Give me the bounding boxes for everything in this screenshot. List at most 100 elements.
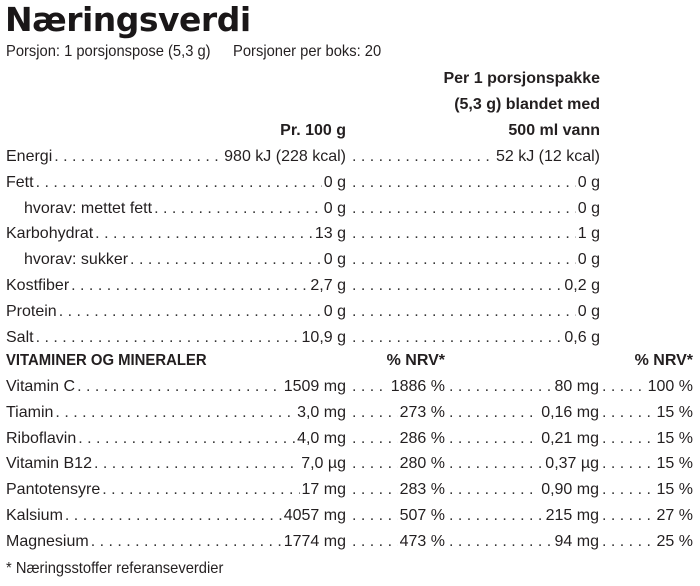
nutrient-row: Fett 0 g 0 g: [0, 170, 700, 196]
vitamin-nrv-per-100g: 286 %: [399, 429, 445, 447]
vitamin-per-serving: 0,21 mg: [541, 429, 599, 447]
vitamin-per-serving: 94 mg: [554, 532, 599, 550]
nutrient-per-100g: 980 kJ (228 kcal): [224, 148, 346, 165]
vitamin-row: Kalsium 4057 mg 507 % 215 mg 27 %: [0, 503, 700, 529]
dot-leader: [352, 426, 398, 452]
nrv-header-per-100g: % NRV*: [386, 352, 445, 369]
dot-leader: [449, 400, 539, 426]
nutrient-label: hvorav: mettet fett: [24, 199, 153, 217]
vitamin-nrv-per-serving: 25 %: [656, 532, 693, 550]
nutrient-per-100g: 13 g: [314, 225, 346, 243]
dot-leader: [36, 325, 300, 351]
nutrient-row: hvorav: mettet fett 0 g 0 g: [0, 196, 700, 222]
dot-leader: [602, 400, 655, 426]
dot-leader: [91, 529, 282, 555]
nutrient-label: Salt: [6, 328, 34, 346]
vitamin-label: Riboflavin: [6, 429, 77, 447]
vitamin-per-100g-cell: Vitamin C 1509 mg: [6, 374, 346, 400]
vitamin-per-serving-cell: 0,37 µg: [447, 451, 599, 477]
dot-leader: [352, 529, 398, 555]
dot-leader: [95, 221, 313, 247]
page-title: Næringsverdi: [5, 0, 251, 39]
vitamin-per-100g-cell: Kalsium 4057 mg: [6, 503, 346, 529]
nutrient-per-100g-cell: Karbohydrat 13 g: [6, 221, 346, 247]
nutrient-label: Protein: [6, 302, 57, 320]
vitamin-nrv-100g-cell: 286 %: [350, 426, 445, 452]
vitamin-per-serving-cell: 0,21 mg: [447, 426, 599, 452]
dot-leader: [55, 400, 295, 426]
vitamin-nrv-per-serving: 27 %: [656, 507, 693, 524]
vitamin-per-serving-cell: 0,90 mg: [447, 477, 599, 503]
vitamin-per-100g-cell: Magnesium 1774 mg: [6, 529, 346, 555]
nutrient-per-100g: 0 g: [323, 199, 346, 217]
vitamin-row: Riboflavin 4,0 mg 286 % 0,21 mg 15 %: [0, 426, 700, 452]
vitamin-nrv-100g-cell: 283 %: [350, 477, 445, 503]
dot-leader: [94, 451, 299, 477]
dot-leader: [602, 477, 655, 503]
dot-leader: [602, 451, 655, 477]
nutrient-row: Protein 0 g 0 g: [0, 299, 700, 325]
vitamins-section-title: VITAMINER OG MINERALER: [6, 352, 207, 369]
dot-leader: [602, 374, 646, 400]
vitamin-nrv-serving-cell: 15 %: [600, 400, 693, 426]
nutrient-row: Karbohydrat 13 g 1 g: [0, 221, 700, 247]
vitamin-per-100g: 17 mg: [301, 481, 346, 499]
dot-leader: [449, 374, 553, 400]
nutrient-per-serving: 0 g: [577, 302, 600, 320]
dot-leader: [352, 247, 576, 273]
vitamin-nrv-per-serving: 15 %: [656, 429, 693, 447]
portion-size: Porsjon: 1 porsjonspose (5,3 g): [6, 43, 211, 60]
nutrient-per-serving: 0 g: [577, 251, 600, 269]
vitamin-row: Vitamin C 1509 mg 1886 % 80 mg 100 %: [0, 374, 700, 400]
nutrient-per-100g-cell: Salt 10,9 g: [6, 325, 346, 351]
nutrient-per-serving: 52 kJ (12 kcal): [495, 148, 600, 165]
per-serving-header-line2: (5,3 g) blandet med: [454, 96, 600, 113]
nutrient-per-serving: 0,6 g: [564, 328, 600, 346]
vitamin-per-serving: 0,90 mg: [541, 481, 599, 499]
nutrient-per-100g: 10,9 g: [301, 328, 346, 346]
dot-leader: [449, 477, 539, 503]
vitamin-nrv-serving-cell: 25 %: [600, 529, 693, 555]
vitamin-nrv-per-serving: 15 %: [656, 481, 693, 499]
vitamin-nrv-serving-cell: 15 %: [600, 477, 693, 503]
portions-per-box: Porsjoner per boks: 20: [233, 43, 382, 60]
vitamin-per-serving-cell: 215 mg: [447, 503, 599, 529]
dot-leader: [154, 196, 322, 222]
vitamin-row: Magnesium 1774 mg 473 % 94 mg 25 %: [0, 529, 700, 555]
nutrient-per-serving: 1 g: [577, 225, 600, 243]
vitamin-per-serving: 80 mg: [554, 378, 599, 395]
vitamin-nrv-serving-cell: 15 %: [600, 451, 693, 477]
per-serving-header-line3: 500 ml vann: [508, 122, 600, 139]
vitamin-row: Tiamin 3,0 mg 273 % 0,16 mg 15 %: [0, 400, 700, 426]
dot-leader: [352, 273, 562, 299]
nutrient-per-100g: 0 g: [323, 251, 346, 269]
nutrient-per-100g: 0 g: [323, 302, 346, 320]
vitamin-per-100g: 1509 mg: [283, 378, 346, 395]
dot-leader: [130, 247, 322, 273]
nutrient-per-100g-cell: Kostfiber 2,7 g: [6, 273, 346, 299]
vitamin-row: Vitamin B12 7,0 µg 280 % 0,37 µg 15 %: [0, 451, 700, 477]
vitamin-per-serving-cell: 94 mg: [447, 529, 599, 555]
nutrient-label: Karbohydrat: [6, 225, 94, 243]
vitamin-nrv-per-100g: 507 %: [399, 507, 445, 524]
nutrient-label: Fett: [6, 173, 34, 191]
vitamin-per-serving-cell: 80 mg: [447, 374, 599, 400]
dot-leader: [449, 426, 539, 452]
dot-leader: [449, 503, 544, 529]
nutrient-per-serving-cell: 1 g: [350, 221, 600, 247]
nutrient-per-100g: 0 g: [323, 173, 346, 191]
vitamin-per-100g: 4057 mg: [283, 507, 346, 524]
nutrient-row: Kostfiber 2,7 g 0,2 g: [0, 273, 700, 299]
vitamin-nrv-100g-cell: 1886 %: [350, 374, 445, 400]
dot-leader: [449, 451, 543, 477]
vitamin-per-serving: 0,16 mg: [541, 403, 599, 421]
vitamin-nrv-per-100g: 273 %: [399, 403, 445, 421]
nutrient-label: Kostfiber: [6, 277, 70, 294]
vitamin-per-100g-cell: Pantotensyre 17 mg: [6, 477, 346, 503]
dot-leader: [36, 170, 322, 196]
nutrient-per-serving-cell: 0 g: [350, 299, 600, 325]
vitamin-label: Vitamin C: [6, 378, 76, 395]
vitamin-nrv-100g-cell: 280 %: [350, 451, 445, 477]
nutrient-row: hvorav: sukker 0 g 0 g: [0, 247, 700, 273]
nutrient-per-100g-cell: Protein 0 g: [6, 299, 346, 325]
